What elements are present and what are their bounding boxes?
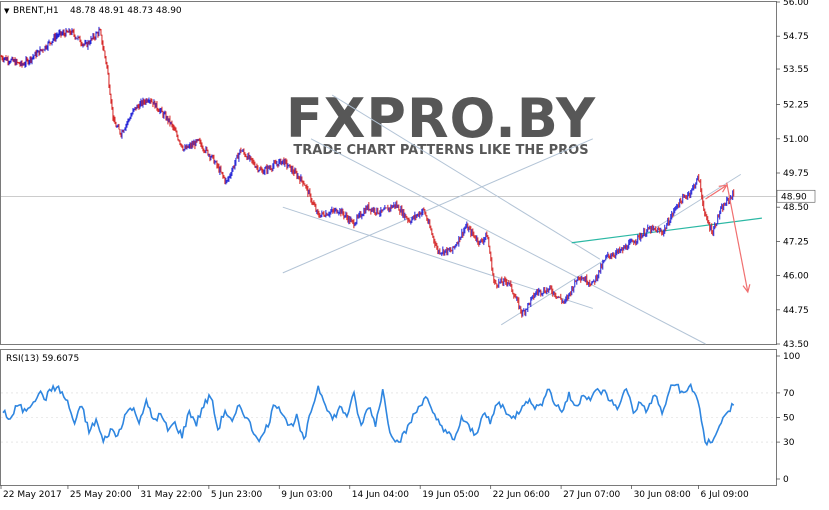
rsi-layer (2, 382, 735, 447)
rsi-line (2, 382, 735, 447)
watermark-title: FXPRO.BY (286, 87, 596, 150)
forecast-arrow-line (726, 182, 749, 293)
price-panel-frame (0, 1, 777, 345)
price-tick-label: 56.00 (783, 0, 809, 8)
rsi-tick-label: 0 (783, 475, 789, 485)
price-tick-label: 47.25 (783, 237, 809, 247)
forecast-arrows (705, 182, 751, 294)
symbol-label: BRENT,H1 (13, 6, 59, 16)
time-tick-label: 9 Jun 03:00 (281, 490, 333, 500)
rsi-tick-label: 30 (783, 438, 795, 448)
channel-line (282, 138, 594, 274)
price-tick-label: 48.50 (783, 203, 809, 213)
rsi-tick-label: 50 (783, 414, 795, 424)
last-price-value: 48.90 (781, 192, 807, 202)
ohlc-label: 48.78 48.91 48.73 48.90 (70, 6, 182, 16)
price-tick-label: 46.00 (783, 272, 809, 282)
price-tick-label: 52.25 (783, 101, 809, 111)
channel-line (310, 138, 706, 345)
axis-layer: 56.00 54.75 53.55 52.25 51.00 49.75 48.50 47.25… (0, 0, 809, 500)
forecast-arrow-head (718, 184, 728, 193)
price-tick-label: 54.75 (783, 32, 809, 42)
chart-menu-icon[interactable]: ▼ (4, 7, 10, 15)
last-price-tag (776, 189, 816, 203)
time-tick-label: 22 Jun 06:00 (493, 490, 550, 500)
time-tick-label: 25 May 20:00 (70, 490, 132, 500)
support-line (571, 217, 762, 244)
time-tick-label: 30 Jun 08:00 (634, 490, 691, 500)
price-tick-label: 51.00 (783, 135, 809, 145)
rsi-tick-label: 70 (783, 389, 795, 399)
time-tick-label: 5 Jun 23:00 (211, 490, 263, 500)
time-tick-label: 22 May 2017 (3, 490, 62, 500)
time-tick-label: 6 Jul 09:00 (701, 490, 750, 500)
forecast-arrow-line (705, 184, 728, 200)
time-tick-label: 19 Jun 05:00 (422, 490, 479, 500)
time-tick-label: 31 May 22:00 (140, 490, 202, 500)
watermark-subtitle: TRADE CHART PATTERNS LIKE THE PROS (293, 143, 588, 158)
price-candles (0, 26, 735, 318)
channel-line (331, 94, 601, 260)
price-tick-label: 43.50 (783, 340, 809, 350)
price-tick-label: 44.75 (783, 306, 809, 316)
price-tick-label: 53.55 (783, 65, 809, 75)
price-tick-label: 49.75 (783, 169, 809, 179)
rsi-label: RSI(13) 59.6075 (6, 354, 79, 364)
forecast-arrow-head (742, 284, 751, 294)
watermark-logo: FXPRO.BY TRADE CHART PATTERNS LIKE THE P… (286, 87, 596, 158)
time-tick-label: 14 Jun 04:00 (352, 490, 409, 500)
rsi-tick-label: 100 (783, 352, 800, 362)
time-tick-label: 27 Jun 07:00 (563, 490, 620, 500)
